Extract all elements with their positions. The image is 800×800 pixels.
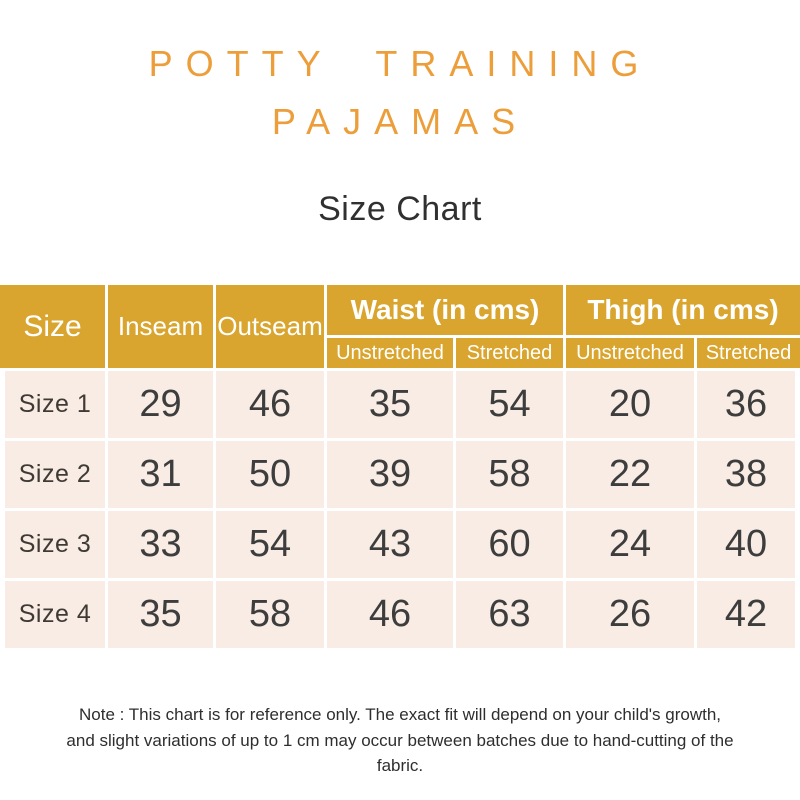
cell-size2-thigh-unstretched: 22 [566, 441, 694, 508]
cell-size2-thigh-stretched: 38 [697, 441, 795, 508]
header-size: Size [0, 285, 105, 368]
header-waist-unstretched: Unstretched [327, 338, 453, 368]
cell-size3-waist-stretched: 60 [456, 511, 563, 578]
brand-title-line1: POTTY TRAINING [148, 43, 652, 84]
header-inseam: Inseam [108, 285, 213, 368]
table-body: Size 1 29 46 35 54 20 36 Size 2 31 50 39… [0, 368, 800, 648]
cell-size2-waist-stretched: 58 [456, 441, 563, 508]
cell-size1-thigh-stretched: 36 [697, 371, 795, 438]
row-label-size-4: Size 4 [5, 581, 105, 648]
row-label-size-1: Size 1 [5, 371, 105, 438]
page-title: Size Chart [318, 190, 482, 228]
cell-size4-thigh-stretched: 42 [697, 581, 795, 648]
header-thigh-stretched: Stretched [697, 338, 800, 368]
brand-title-line2: PAJAMAS [271, 101, 529, 142]
cell-size3-outseam: 54 [216, 511, 324, 578]
header-group-thigh: Thigh (in cms) [566, 285, 800, 335]
cell-size1-outseam: 46 [216, 371, 324, 438]
cell-size3-inseam: 33 [108, 511, 213, 578]
cell-size1-waist-unstretched: 35 [327, 371, 453, 438]
header-thigh-unstretched: Unstretched [566, 338, 694, 368]
row-label-size-2: Size 2 [5, 441, 105, 508]
reference-note: Note : This chart is for reference only.… [66, 705, 734, 775]
cell-size3-waist-unstretched: 43 [327, 511, 453, 578]
cell-size1-inseam: 29 [108, 371, 213, 438]
cell-size2-outseam: 50 [216, 441, 324, 508]
header-waist-stretched: Stretched [456, 338, 563, 368]
size-chart-table: Size Inseam Outseam Waist (in cms) Thigh… [0, 285, 800, 648]
header-group-waist: Waist (in cms) [327, 285, 563, 335]
brand-title: POTTY TRAINING PAJAMAS [0, 0, 800, 140]
cell-size4-outseam: 58 [216, 581, 324, 648]
cell-size2-waist-unstretched: 39 [327, 441, 453, 508]
cell-size4-waist-stretched: 63 [456, 581, 563, 648]
cell-size2-inseam: 31 [108, 441, 213, 508]
cell-size1-thigh-unstretched: 20 [566, 371, 694, 438]
cell-size4-inseam: 35 [108, 581, 213, 648]
cell-size3-thigh-unstretched: 24 [566, 511, 694, 578]
cell-size3-thigh-stretched: 40 [697, 511, 795, 578]
cell-size4-waist-unstretched: 46 [327, 581, 453, 648]
cell-size1-waist-stretched: 54 [456, 371, 563, 438]
row-label-size-3: Size 3 [5, 511, 105, 578]
cell-size4-thigh-unstretched: 26 [566, 581, 694, 648]
table-header: Size Inseam Outseam Waist (in cms) Thigh… [0, 285, 800, 368]
header-outseam: Outseam [216, 285, 324, 368]
